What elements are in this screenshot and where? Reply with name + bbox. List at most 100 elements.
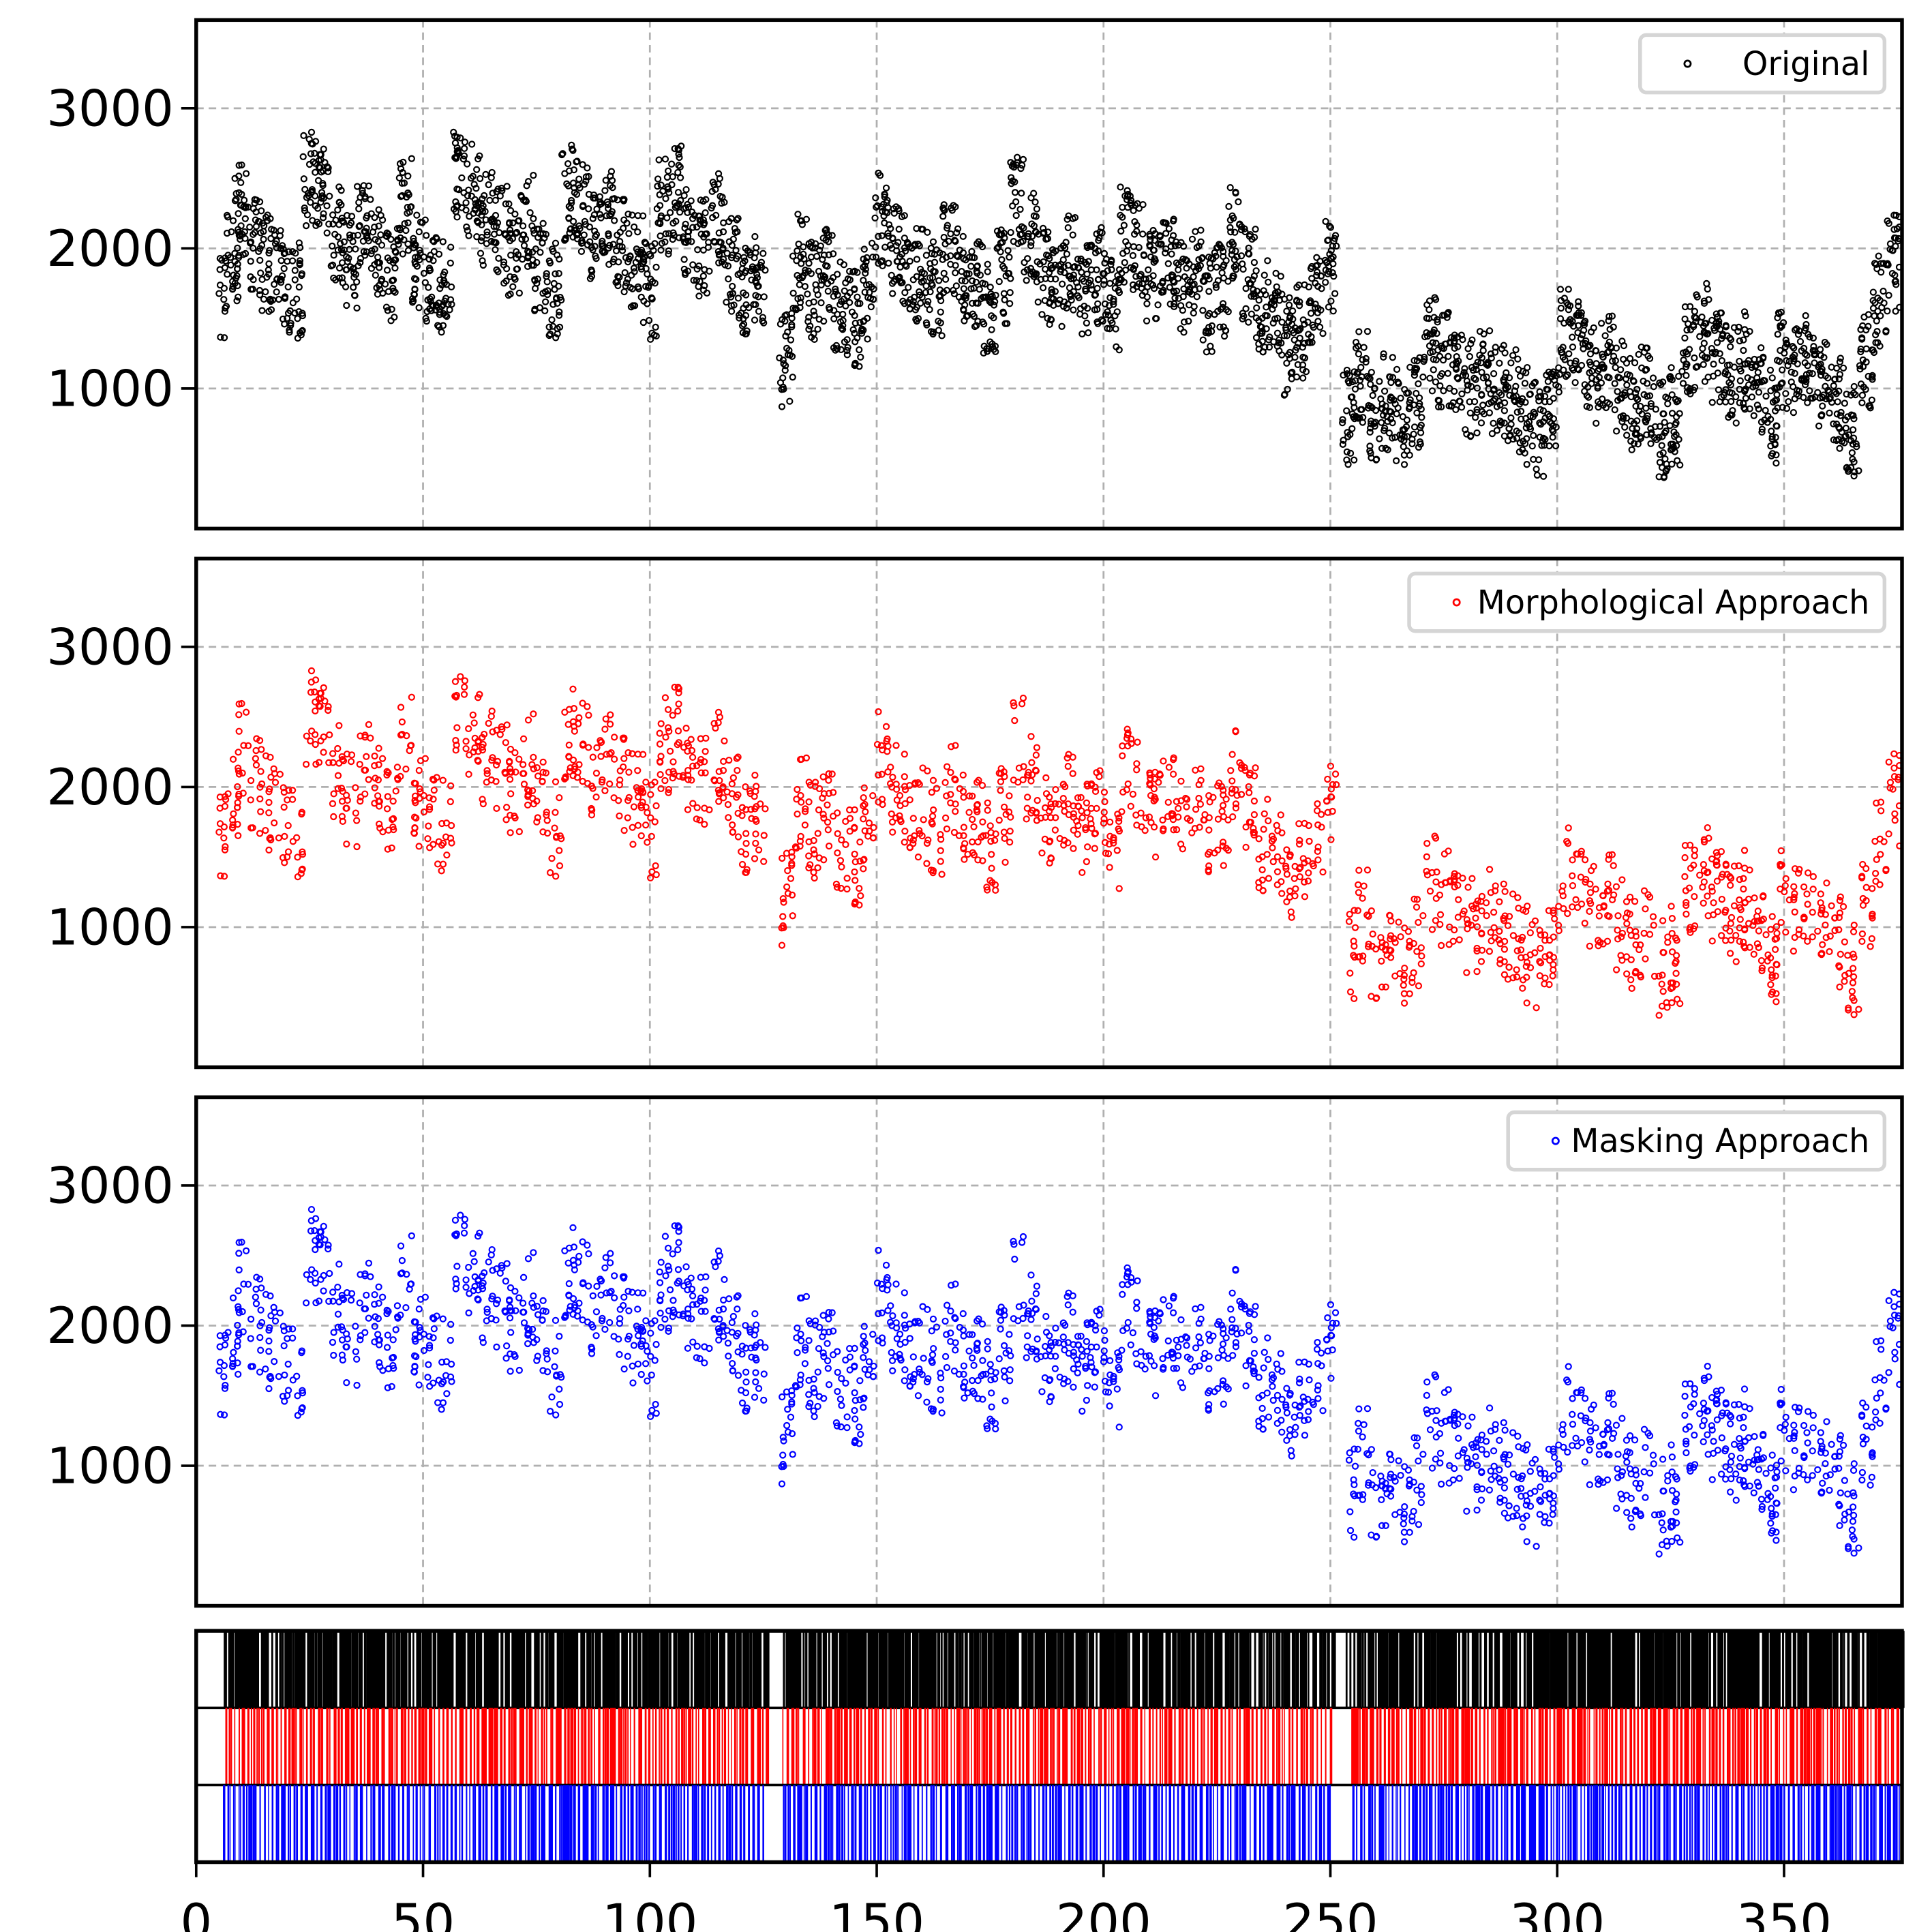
data-point [494, 185, 502, 193]
data-point [541, 307, 549, 315]
data-point [687, 736, 695, 743]
data-point [326, 731, 333, 739]
data-point [1059, 795, 1067, 802]
data-point [1051, 826, 1059, 834]
data-point [998, 256, 1006, 264]
data-point [1650, 383, 1657, 391]
data-point [293, 834, 301, 841]
data-point [1755, 389, 1763, 396]
data-point [1000, 290, 1008, 297]
data-point [1782, 390, 1790, 397]
data-point [500, 280, 508, 287]
data-point [530, 753, 537, 761]
data-point [334, 772, 342, 779]
data-point [1877, 269, 1885, 276]
data-point [1324, 775, 1331, 783]
data-point [1133, 766, 1141, 774]
data-point [798, 798, 805, 806]
y-tick-label: 1000 [46, 361, 174, 419]
data-point [365, 721, 373, 728]
data-point [235, 210, 242, 217]
data-point [1129, 790, 1137, 798]
data-point [817, 299, 825, 307]
data-point [439, 776, 447, 784]
data-point [1360, 344, 1368, 351]
data-point [579, 777, 586, 785]
data-point [1168, 250, 1175, 258]
data-point [481, 192, 488, 200]
data-point [289, 787, 297, 794]
data-point [402, 226, 410, 235]
data-point [1704, 285, 1711, 293]
data-point [425, 822, 432, 830]
data-point [682, 185, 690, 194]
data-point [751, 316, 759, 324]
data-point [1681, 334, 1689, 342]
data-point [592, 794, 600, 801]
data-point [1261, 810, 1268, 817]
data-point [377, 231, 384, 239]
data-point [1826, 409, 1833, 417]
data-point [1346, 988, 1355, 996]
data-point [265, 798, 273, 806]
data-point [928, 789, 935, 796]
data-point [222, 257, 230, 265]
data-point [593, 205, 601, 213]
data-point [1850, 382, 1858, 391]
data-point [375, 222, 382, 230]
data-point [1159, 816, 1166, 824]
data-point [552, 239, 560, 247]
data-point [585, 744, 592, 751]
data-point [493, 804, 500, 812]
data-point [1649, 374, 1657, 382]
data-point [1030, 190, 1038, 197]
data-point [526, 209, 534, 217]
data-point [511, 273, 518, 282]
data-point [462, 738, 470, 745]
data-point [1319, 329, 1327, 337]
data-point [1206, 798, 1213, 806]
data-point [347, 757, 355, 766]
data-point [492, 196, 499, 204]
data-point [652, 862, 659, 870]
data-point [271, 779, 280, 786]
data-point [324, 703, 332, 710]
data-point [397, 704, 405, 711]
data-point [759, 250, 767, 257]
data-point [284, 821, 292, 830]
data-point [1124, 780, 1132, 788]
data-point [1165, 225, 1173, 232]
data-point [363, 214, 370, 222]
data-point [311, 192, 319, 200]
data-point [867, 303, 875, 311]
data-point [1091, 845, 1098, 852]
data-point [460, 691, 468, 698]
data-point [1024, 794, 1031, 801]
data-point [1183, 803, 1190, 811]
data-point [329, 220, 337, 228]
data-point [464, 160, 471, 168]
data-point [277, 275, 285, 284]
data-point [241, 196, 248, 204]
data-point [1009, 202, 1016, 210]
data-point [1611, 380, 1618, 387]
data-point [469, 172, 477, 180]
data-point [988, 851, 995, 858]
data-point [346, 234, 354, 242]
data-point [584, 703, 591, 710]
data-point [1139, 230, 1147, 238]
data-point [1620, 355, 1627, 363]
data-point [1613, 427, 1620, 435]
data-point [1868, 396, 1875, 404]
data-point [1691, 307, 1699, 315]
data-point [1192, 228, 1199, 235]
data-point [220, 284, 228, 292]
data-point [502, 200, 509, 208]
data-point [548, 855, 556, 862]
data-point [275, 834, 283, 842]
data-point [350, 284, 357, 291]
data-point [969, 815, 976, 824]
data-point [264, 211, 271, 219]
data-point [634, 821, 642, 829]
data-point [258, 746, 265, 753]
